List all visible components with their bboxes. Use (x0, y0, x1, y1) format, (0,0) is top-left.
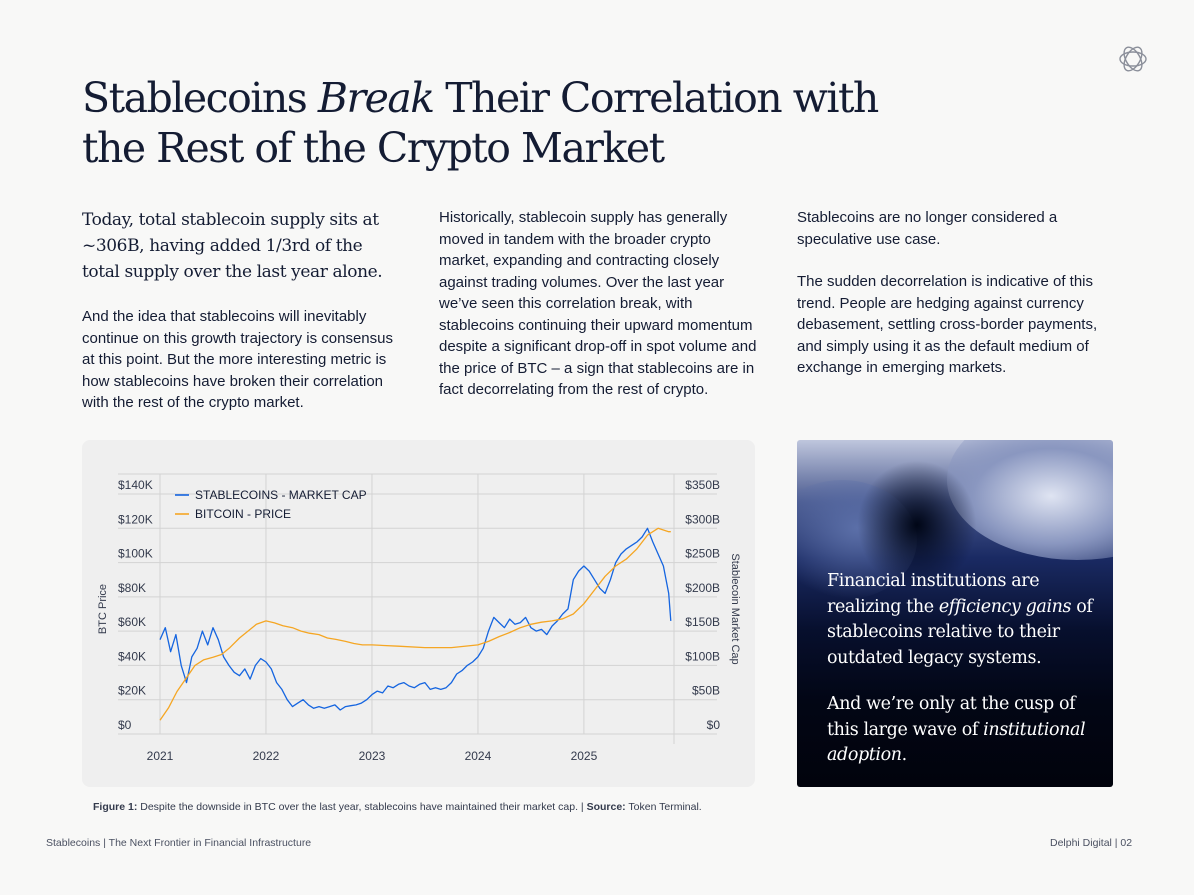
body-paragraph: Stablecoins are no longer considered a s… (797, 209, 1058, 248)
y-axis-label-right: Stablecoin Market Cap (729, 553, 741, 664)
quote-paragraph: Financial institutions are realizing the… (827, 571, 1093, 668)
x-tick-label: 2024 (465, 749, 492, 763)
figure-caption: Figure 1: Despite the downside in BTC ov… (93, 801, 702, 813)
body-paragraph: Historically, stablecoin supply has gene… (439, 209, 757, 398)
page-title: Stablecoins Break Their Correlation with… (82, 74, 879, 172)
y-tick-left: $40K (118, 649, 146, 663)
lead-paragraph: Today, total stablecoin supply sits at ~… (82, 210, 383, 282)
body-paragraph: The sudden decorrelation is indicative o… (797, 273, 1098, 376)
y-tick-right: $50B (692, 684, 720, 698)
quote-card: Financial institutions are realizing the… (797, 440, 1113, 787)
y-tick-left: $140K (118, 478, 153, 492)
y-tick-right: $300B (685, 512, 720, 526)
y-tick-left: $120K (118, 512, 153, 526)
y-tick-left: $80K (118, 581, 146, 595)
quote-text: Financial institutions are realizing the… (827, 569, 1097, 787)
series-line (159, 527, 671, 721)
trend-column: Stablecoins are no longer considered a s… (797, 207, 1102, 400)
y-tick-left: $0 (118, 718, 132, 732)
x-tick-label: 2025 (571, 749, 598, 763)
delphi-logo-icon (1117, 43, 1149, 75)
y-tick-right: $100B (685, 649, 720, 663)
body-paragraph: And the idea that stablecoins will inevi… (82, 308, 393, 411)
series-line (159, 527, 672, 711)
y-tick-right: $250B (685, 547, 720, 561)
chart-svg: $0 $0 $20K $50B $40K $100B $60K $150B $80K $200B $… (97, 473, 741, 763)
y-tick-right: $0 (707, 718, 721, 732)
y-tick-left: $60K (118, 615, 146, 629)
title-emphasis: Break (317, 74, 435, 122)
y-tick-left: $20K (118, 684, 146, 698)
y-tick-right: $350B (685, 478, 720, 492)
footer-document-title: Stablecoins | The Next Frontier in Finan… (46, 837, 312, 849)
x-tick-label: 2021 (147, 749, 174, 763)
legend-label: STABLECOINS - MARKET CAP (195, 488, 367, 502)
x-tick-label: 2022 (253, 749, 280, 763)
y-tick-left: $100K (118, 547, 153, 561)
x-tick-label: 2023 (359, 749, 386, 763)
footer-page-number: Delphi Digital | 02 (1050, 837, 1133, 849)
history-column: Historically, stablecoin supply has gene… (439, 207, 759, 422)
y-axis-label-left: BTC Price (97, 584, 109, 634)
y-tick-right: $150B (685, 615, 720, 629)
chart-card: $0 $0 $20K $50B $40K $100B $60K $150B $80K $200B $… (82, 440, 755, 787)
intro-column: Today, total stablecoin supply sits at ~… (82, 207, 397, 435)
legend-label: BITCOIN - PRICE (195, 507, 291, 521)
decorative-shape (857, 460, 977, 590)
quote-paragraph: And we’re only at the cusp of this large… (827, 694, 1086, 765)
y-tick-right: $200B (685, 581, 720, 595)
